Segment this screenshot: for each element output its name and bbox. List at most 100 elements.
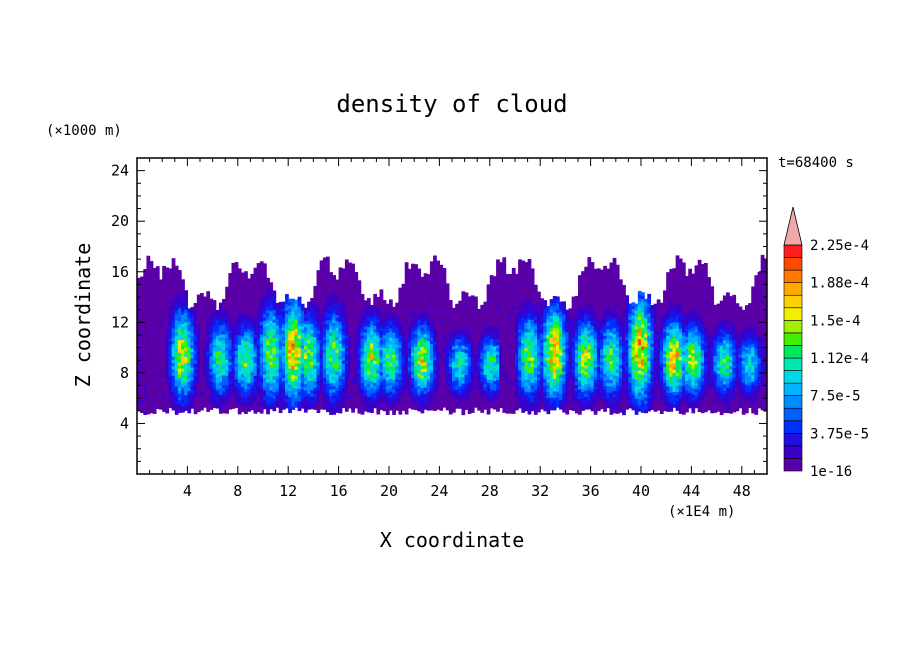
field-cell bbox=[417, 382, 422, 387]
field-cell bbox=[492, 355, 497, 360]
field-cell bbox=[168, 404, 173, 409]
field-cell bbox=[354, 331, 359, 336]
field-cell bbox=[143, 294, 148, 299]
field-cell bbox=[234, 312, 239, 317]
y-unit-label: (×1000 m) bbox=[46, 123, 122, 139]
field-cell bbox=[461, 354, 466, 359]
field-cell bbox=[263, 354, 267, 359]
field-cell bbox=[382, 315, 387, 320]
field-cell bbox=[174, 382, 179, 387]
field-cell bbox=[272, 315, 277, 320]
field-cell bbox=[297, 328, 302, 333]
field-cell bbox=[448, 382, 453, 387]
field-cell bbox=[152, 321, 157, 326]
field-cell bbox=[348, 284, 352, 289]
field-cell bbox=[338, 374, 343, 379]
field-cell bbox=[174, 395, 179, 400]
field-cell bbox=[420, 299, 425, 303]
field-cell bbox=[193, 394, 198, 399]
field-cell bbox=[357, 305, 362, 310]
field-cell bbox=[263, 342, 267, 347]
field-cell bbox=[193, 312, 198, 317]
field-cell bbox=[269, 348, 274, 353]
field-cell bbox=[385, 379, 390, 384]
field-cell bbox=[218, 372, 223, 376]
field-cell bbox=[455, 316, 459, 321]
field-cell bbox=[291, 365, 296, 369]
field-cell bbox=[442, 394, 447, 399]
field-cell bbox=[385, 332, 390, 336]
field-cell bbox=[313, 377, 318, 382]
field-cell bbox=[423, 355, 428, 360]
field-cell bbox=[442, 353, 447, 358]
field-cell bbox=[366, 342, 371, 347]
field-cell bbox=[171, 384, 176, 389]
field-cell bbox=[310, 358, 314, 362]
field-cell bbox=[382, 379, 387, 383]
field-cell bbox=[177, 368, 182, 372]
field-cell bbox=[237, 309, 242, 314]
field-cell bbox=[420, 374, 425, 379]
field-cell bbox=[240, 345, 245, 349]
field-cell bbox=[329, 310, 333, 314]
field-cell bbox=[436, 358, 440, 363]
field-cell bbox=[348, 392, 352, 396]
field-cell bbox=[253, 286, 258, 291]
field-cell bbox=[379, 393, 384, 398]
field-cell bbox=[420, 302, 425, 306]
field-cell bbox=[294, 391, 299, 396]
field-cell bbox=[496, 278, 500, 283]
field-cell bbox=[209, 311, 214, 316]
field-cell bbox=[231, 395, 236, 400]
field-cell bbox=[404, 388, 409, 393]
field-cell bbox=[389, 391, 393, 395]
field-cell bbox=[329, 357, 333, 362]
field-cell bbox=[291, 314, 296, 319]
field-cell bbox=[401, 347, 406, 351]
field-cell bbox=[256, 389, 261, 394]
field-cell bbox=[303, 348, 308, 353]
field-cell bbox=[247, 341, 251, 346]
field-cell bbox=[518, 259, 522, 264]
field-cell bbox=[489, 385, 494, 390]
field-cell bbox=[480, 342, 485, 347]
field-cell bbox=[360, 325, 365, 330]
field-cell bbox=[275, 340, 280, 345]
field-cell bbox=[423, 358, 428, 363]
field-cell bbox=[477, 356, 481, 361]
field-cell bbox=[256, 266, 261, 270]
field-cell bbox=[385, 404, 390, 409]
field-cell bbox=[461, 392, 466, 397]
field-cell bbox=[203, 362, 207, 367]
field-cell bbox=[190, 357, 195, 362]
field-cell bbox=[407, 290, 412, 295]
field-cell bbox=[326, 401, 330, 406]
field-cell bbox=[448, 338, 453, 342]
field-cell bbox=[401, 359, 406, 364]
field-cell bbox=[436, 339, 440, 344]
field-cell bbox=[234, 347, 239, 352]
field-cell bbox=[168, 341, 173, 345]
field-cell bbox=[228, 402, 233, 407]
field-cell bbox=[357, 299, 362, 304]
field-cell bbox=[398, 319, 403, 324]
field-cell bbox=[143, 332, 148, 336]
field-cell bbox=[351, 364, 355, 369]
field-cell bbox=[152, 397, 157, 402]
field-cell bbox=[351, 361, 355, 366]
field-cell bbox=[452, 323, 456, 328]
field-cell bbox=[152, 340, 157, 345]
field-cell bbox=[420, 311, 425, 316]
field-cell bbox=[174, 363, 179, 368]
field-cell bbox=[244, 347, 248, 351]
field-cell bbox=[310, 376, 314, 381]
field-cell bbox=[244, 397, 248, 402]
field-cell bbox=[505, 343, 510, 348]
field-cell bbox=[411, 282, 415, 287]
field-cell bbox=[395, 381, 400, 386]
field-cell bbox=[171, 400, 176, 405]
field-cell bbox=[253, 346, 258, 351]
field-cell bbox=[448, 360, 453, 364]
field-cell bbox=[515, 283, 519, 288]
field-cell bbox=[263, 402, 267, 407]
